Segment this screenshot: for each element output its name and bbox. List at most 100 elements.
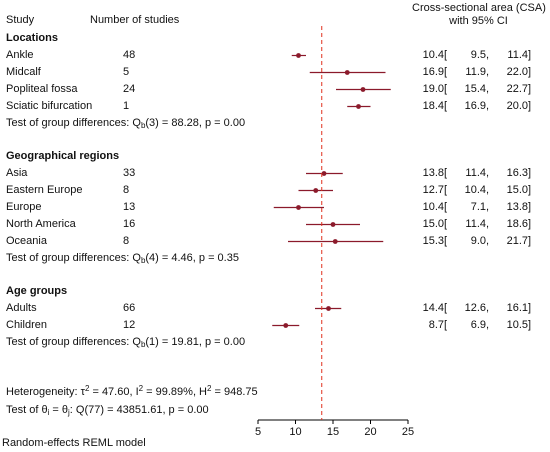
row-label: Ankle bbox=[6, 49, 34, 61]
ci-lower: 11.4, bbox=[465, 167, 490, 179]
group-test-subscript: b bbox=[140, 256, 146, 265]
estimate-marker bbox=[360, 87, 366, 92]
bracket-open: [ bbox=[444, 319, 448, 331]
hom-prefix: Test of θ bbox=[6, 404, 48, 416]
ci-lower: 16.9, bbox=[464, 100, 490, 112]
row-count: 33 bbox=[123, 167, 136, 179]
col-num-header: Number of studies bbox=[90, 14, 180, 26]
row-count: 24 bbox=[123, 83, 136, 95]
row-estimate: 18.4 [16.9, 20.0] bbox=[412, 100, 545, 113]
row-count: 16 bbox=[123, 218, 136, 230]
ci-upper: 22.0] bbox=[506, 66, 532, 78]
estimate-value: 13.8 bbox=[422, 167, 444, 179]
group-test-stat: (4) = 4.46, p = 0.35 bbox=[145, 252, 239, 264]
estimate-marker bbox=[321, 171, 327, 176]
bracket-open: [ bbox=[444, 184, 448, 196]
ci-upper: 16.1] bbox=[506, 302, 532, 314]
row-label: Europe bbox=[6, 201, 42, 213]
ci-lower: 7.1, bbox=[470, 201, 490, 213]
group-test-stat: (3) = 88.28, p = 0.00 bbox=[145, 117, 246, 129]
estimate-value: 14.4 bbox=[422, 302, 444, 314]
estimate-marker bbox=[283, 323, 289, 328]
group-test-text: Test of group differences: Q bbox=[6, 252, 141, 264]
col-study-header: Study bbox=[6, 14, 35, 26]
x-tick-label: 15 bbox=[327, 426, 339, 438]
estimate-value: 10.4 bbox=[422, 201, 444, 213]
homogeneity-test: Test of θi = θj: Q(77) = 43851.61, p = 0… bbox=[6, 404, 209, 417]
row-count: 8 bbox=[123, 184, 130, 196]
estimate-value: 12.7 bbox=[422, 184, 444, 196]
heterogeneity-stats: Heterogeneity: τ2 = 47.60, I2 = 99.89%, … bbox=[6, 384, 258, 399]
hom-sub: i bbox=[47, 408, 50, 417]
het-prefix: Heterogeneity: τ bbox=[6, 386, 85, 398]
group-test-text: Test of group differences: Q bbox=[6, 336, 141, 348]
x-tick-label: 10 bbox=[289, 426, 301, 438]
x-tick-label: 25 bbox=[402, 426, 414, 438]
x-tick-label: 5 bbox=[255, 426, 261, 438]
row-count: 48 bbox=[123, 49, 136, 61]
bracket-open: [ bbox=[444, 167, 448, 179]
group-title: Locations bbox=[6, 32, 58, 44]
row-estimate: 16.9 [11.9, 22.0] bbox=[412, 66, 545, 79]
col-effect-header-line2: with 95% CI bbox=[449, 15, 508, 27]
group-title: Geographical regions bbox=[6, 150, 120, 162]
ci-upper: 20.0] bbox=[506, 100, 532, 112]
row-label: Oceania bbox=[6, 235, 47, 247]
het-tail: = 948.75 bbox=[211, 386, 258, 398]
ci-upper: 18.6] bbox=[506, 218, 532, 230]
hom-tail: : Q(77) = 43851.61, p = 0.00 bbox=[69, 404, 209, 416]
het-sup: 2 bbox=[84, 384, 90, 393]
group-test-stat: (1) = 19.81, p = 0.00 bbox=[145, 336, 246, 348]
row-label: Midcalf bbox=[6, 66, 41, 78]
estimate-value: 19.0 bbox=[422, 83, 444, 95]
ci-lower: 6.9, bbox=[470, 319, 490, 331]
estimate-value: 16.9 bbox=[422, 66, 444, 78]
bracket-open: [ bbox=[444, 235, 448, 247]
row-label: Sciatic bifurcation bbox=[6, 100, 93, 112]
estimate-value: 10.4 bbox=[422, 49, 444, 61]
row-estimate: 15.3 [9.0, 21.7] bbox=[412, 235, 545, 248]
ci-upper: 21.7] bbox=[506, 235, 532, 247]
estimate-value: 15.3 bbox=[422, 235, 444, 247]
row-label: North America bbox=[6, 218, 76, 230]
row-estimate: 13.8 [11.4, 16.3] bbox=[412, 167, 545, 180]
row-count: 13 bbox=[123, 201, 136, 213]
estimate-marker bbox=[344, 70, 350, 75]
ci-upper: 15.0] bbox=[506, 184, 532, 196]
group-test: Test of group differences: Qb(1) = 19.81… bbox=[6, 336, 245, 349]
estimate-value: 15.0 bbox=[422, 218, 444, 230]
ci-upper: 11.4] bbox=[507, 49, 532, 61]
estimate-value: 8.7 bbox=[428, 319, 444, 331]
row-estimate: 14.4 [12.6, 16.1] bbox=[412, 302, 545, 315]
bracket-open: [ bbox=[444, 49, 448, 61]
bracket-open: [ bbox=[444, 83, 448, 95]
ci-lower: 9.5, bbox=[470, 49, 490, 61]
ci-upper: 16.3] bbox=[506, 167, 532, 179]
group-title: Age groups bbox=[6, 285, 68, 297]
group-test-subscript: b bbox=[140, 340, 146, 349]
hom-mid: = θ bbox=[49, 404, 69, 416]
row-label: Children bbox=[6, 319, 47, 331]
hom-sub: j bbox=[68, 408, 70, 417]
bracket-open: [ bbox=[444, 100, 448, 112]
row-count: 1 bbox=[123, 100, 130, 112]
row-count: 12 bbox=[123, 319, 136, 331]
bracket-open: [ bbox=[444, 201, 448, 213]
row-label: Asia bbox=[6, 167, 28, 179]
het-mid: = 47.60, I bbox=[89, 386, 139, 398]
row-label: Adults bbox=[6, 302, 37, 314]
ci-lower: 12.6, bbox=[464, 302, 490, 314]
group-test-text: Test of group differences: Q bbox=[6, 117, 141, 129]
estimate-marker bbox=[296, 53, 301, 58]
row-estimate: 10.4 [7.1, 13.8] bbox=[412, 201, 545, 214]
row-count: 8 bbox=[123, 235, 130, 247]
model-footnote: Random-effects REML model bbox=[2, 437, 146, 449]
ci-lower: 11.4, bbox=[465, 218, 490, 230]
estimate-marker bbox=[313, 188, 319, 193]
row-estimate: 15.0 [11.4, 18.6] bbox=[412, 218, 545, 231]
ci-upper: 22.7] bbox=[506, 83, 532, 95]
row-label: Popliteal fossa bbox=[6, 83, 78, 95]
ci-upper: 10.5] bbox=[506, 319, 532, 331]
ci-lower: 10.4, bbox=[464, 184, 490, 196]
